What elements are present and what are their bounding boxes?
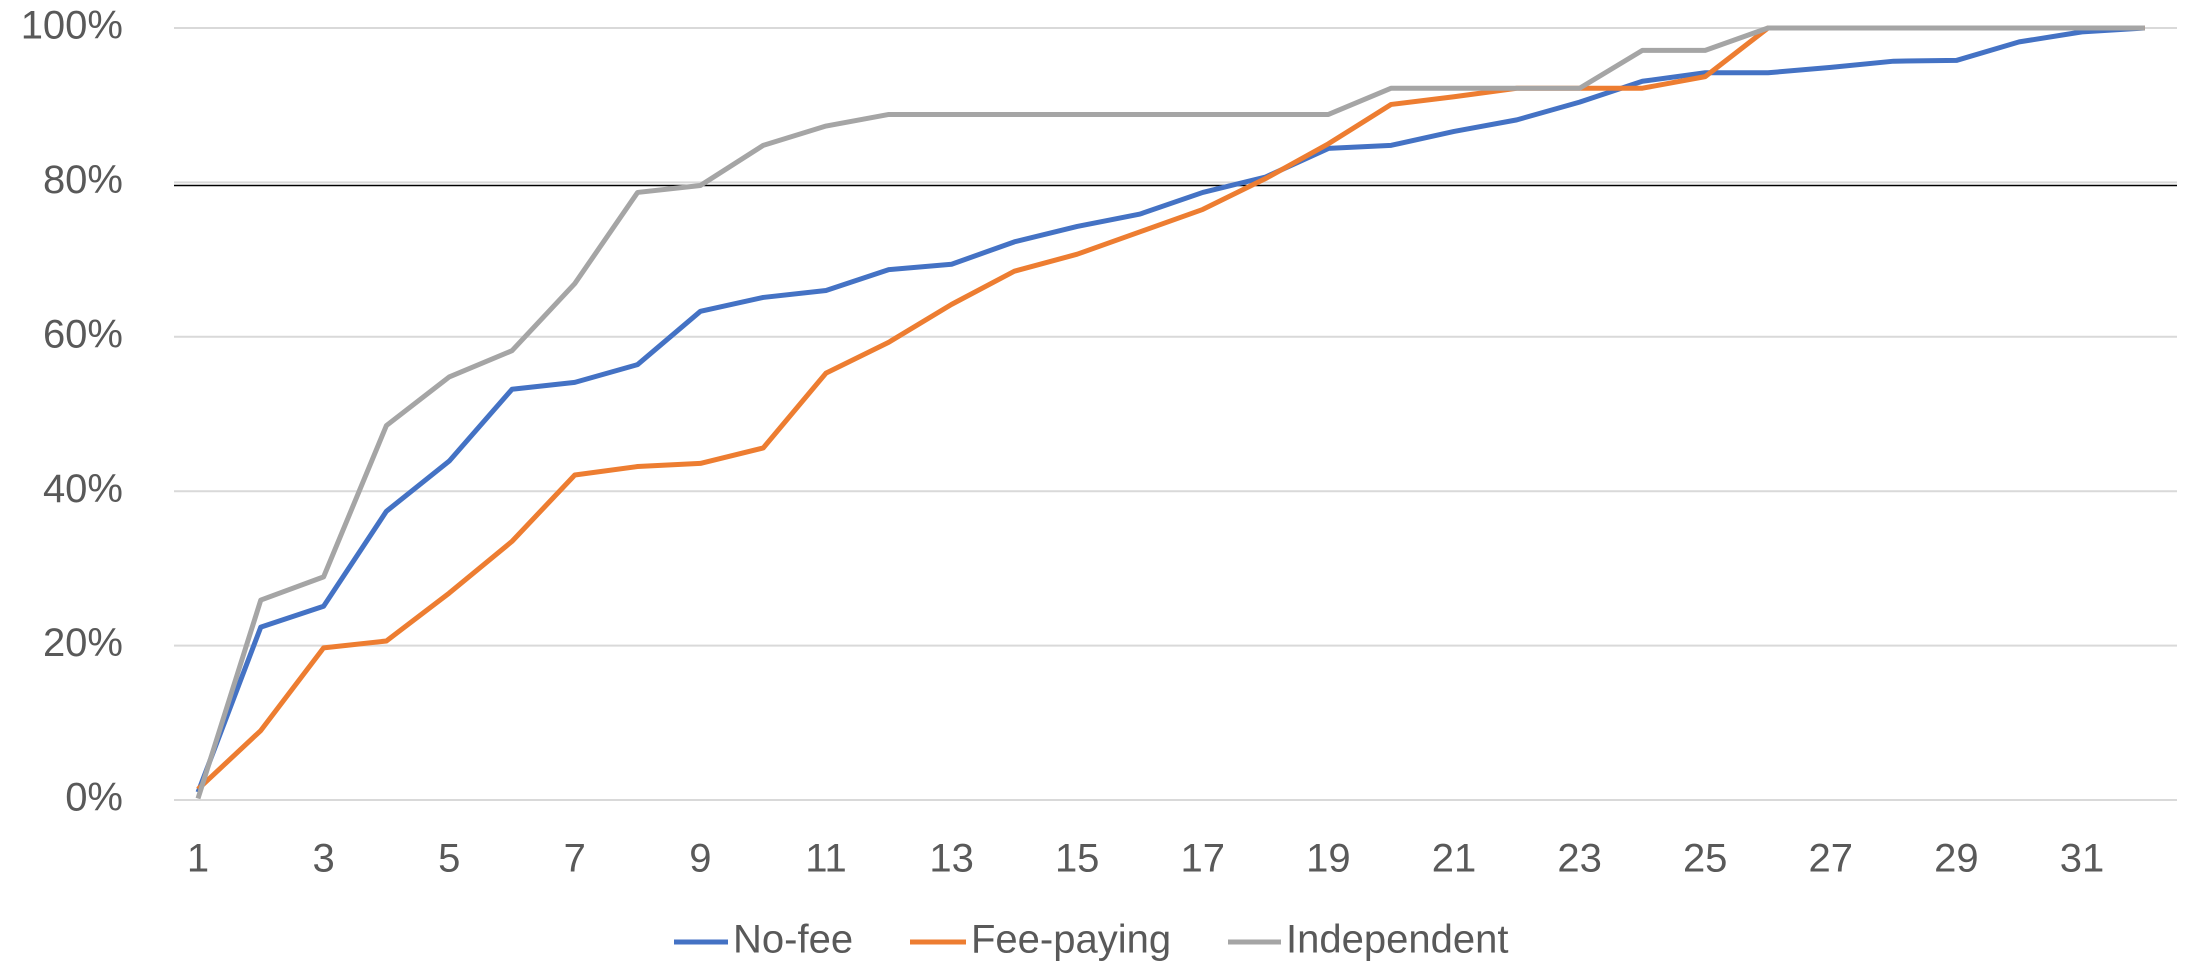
x-tick-label: 27 bbox=[1809, 837, 1854, 881]
y-tick-label: 20% bbox=[43, 621, 123, 665]
x-tick-label: 29 bbox=[1934, 837, 1979, 881]
legend-label: No-fee bbox=[733, 918, 853, 962]
y-tick-label: 0% bbox=[65, 776, 123, 820]
legend-label: Fee-paying bbox=[971, 918, 1171, 962]
x-tick-label: 1 bbox=[187, 837, 209, 881]
series-line bbox=[195, 25, 2145, 794]
x-tick-label: 3 bbox=[312, 837, 334, 881]
series-line bbox=[195, 25, 2145, 800]
y-tick-label: 80% bbox=[43, 158, 123, 202]
y-tick-label: 100% bbox=[21, 4, 123, 48]
x-tick-label: 7 bbox=[564, 837, 586, 881]
x-tick-label: 13 bbox=[929, 837, 974, 881]
x-tick-label: 5 bbox=[438, 837, 460, 881]
x-tick-label: 23 bbox=[1557, 837, 1602, 881]
x-tick-label: 11 bbox=[805, 837, 847, 881]
series-line bbox=[196, 25, 2145, 792]
x-tick-label: 31 bbox=[2060, 837, 2105, 881]
y-tick-label: 60% bbox=[43, 312, 123, 356]
x-tick-label: 15 bbox=[1055, 837, 1100, 881]
x-tick-label: 9 bbox=[689, 837, 711, 881]
legend-label: Independent bbox=[1286, 918, 1508, 962]
x-tick-label: 21 bbox=[1432, 837, 1477, 881]
x-tick-label: 19 bbox=[1306, 837, 1351, 881]
x-tick-label: 17 bbox=[1181, 837, 1226, 881]
y-tick-label: 40% bbox=[43, 467, 123, 511]
x-tick-label: 25 bbox=[1683, 837, 1728, 881]
